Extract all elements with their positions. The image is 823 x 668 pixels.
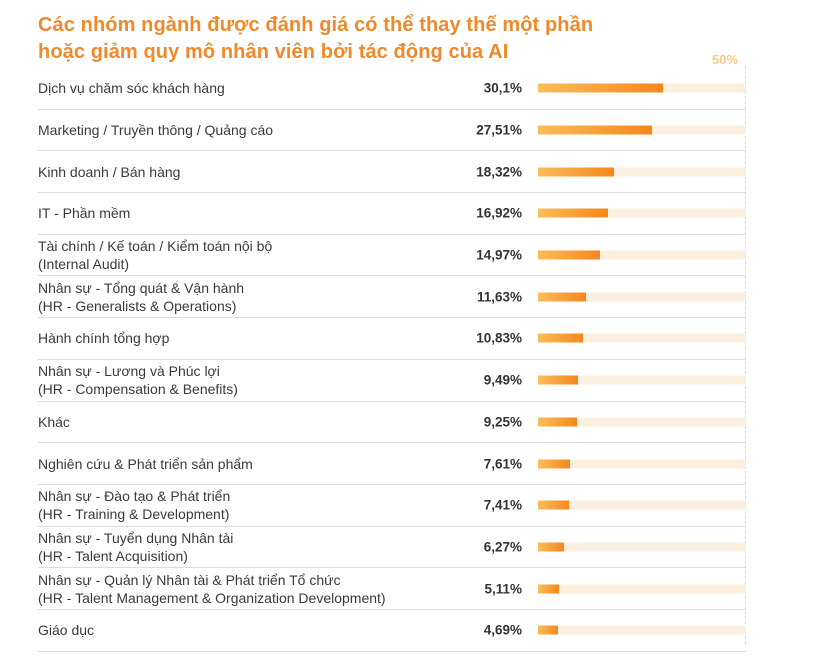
bar-track: [538, 417, 746, 427]
value-label: 11,63%: [476, 289, 522, 305]
category-label-line: Nhân sự - Đào tạo & Phát triển: [38, 488, 231, 505]
chart-title: Các nhóm ngành được đánh giá có thể thay…: [38, 12, 718, 66]
value-label: 9,49%: [483, 372, 522, 388]
value-label: 7,41%: [483, 497, 522, 513]
bar: [538, 625, 558, 635]
value-label: 30,1%: [483, 80, 522, 96]
category-label: Nghiên cứu & Phát triển sản phẩm: [38, 455, 458, 473]
chart-row: Marketing / Truyền thông / Quảng cáo 27,5…: [38, 110, 746, 152]
category-label-line: Nhân sự - Tuyển dụng Nhân tài: [38, 529, 234, 546]
bar: [538, 584, 560, 594]
bar-track: [538, 459, 746, 469]
bar: [538, 250, 601, 260]
chart-row: Khác 9,25%: [38, 402, 746, 444]
bar: [538, 292, 587, 302]
value-label: 5,11%: [484, 581, 522, 597]
category-label-line: (Internal Audit): [38, 256, 130, 273]
chart-title-line-2: hoặc giảm quy mô nhân viên bởi tác động …: [38, 41, 509, 63]
bar: [538, 417, 577, 427]
chart-row: Nhân sự - Tuyển dụng Nhân tài (HR - Talen…: [38, 527, 746, 569]
bar-track: [538, 125, 746, 135]
bar-track: [538, 584, 746, 594]
bar-track: [538, 542, 746, 552]
category-label-line: (HR - Compensation & Benefits): [38, 381, 238, 398]
category-label: Giáo dục: [38, 621, 458, 639]
value-label: 6,27%: [483, 539, 522, 555]
value-label: 14,97%: [476, 247, 522, 263]
category-label-line: IT - Phần mềm: [38, 205, 131, 222]
category-label-line: (HR - Talent Acquisition): [38, 547, 188, 564]
bar-track: [538, 83, 746, 93]
category-label: Dịch vụ chăm sóc khách hàng: [38, 79, 458, 97]
bar: [538, 125, 653, 135]
chart-row: Giáo dục 4,69%: [38, 610, 746, 652]
category-label: Tài chính / Kế toán / Kiểm toán nội bộ (I…: [38, 237, 458, 273]
bar: [538, 459, 570, 469]
value-label: 9,25%: [483, 414, 522, 430]
bar: [538, 375, 578, 385]
category-label-line: Dịch vụ chăm sóc khách hàng: [38, 80, 225, 97]
category-label: Kinh doanh / Bán hàng: [38, 163, 458, 181]
bar-track: [538, 625, 746, 635]
category-label-line: (HR - Talent Management & Organization D…: [38, 589, 386, 606]
category-label-line: Tài chính / Kế toán / Kiểm toán nội bộ: [38, 238, 273, 255]
chart-row: IT - Phần mềm 16,92%: [38, 193, 746, 235]
category-label-line: Nhân sự - Tổng quát & Vận hành: [38, 279, 245, 296]
value-label: 27,51%: [476, 122, 522, 138]
bar: [538, 208, 609, 218]
chart-row: Nhân sự - Lương và Phúc lợi (HR - Compens…: [38, 360, 746, 402]
chart-title-line-1: Các nhóm ngành được đánh giá có thể thay…: [38, 14, 594, 36]
category-label: Nhân sự - Lương và Phúc lợi (HR - Compens…: [38, 362, 458, 398]
category-label-line: (HR - Generalists & Operations): [38, 297, 237, 314]
category-label: Khác: [38, 413, 458, 431]
category-label: Nhân sự - Đào tạo & Phát triển (HR - Trai…: [38, 487, 458, 523]
bar-track: [538, 375, 746, 385]
chart-row: Nhân sự - Đào tạo & Phát triển (HR - Trai…: [38, 485, 746, 527]
chart-row: Tài chính / Kế toán / Kiểm toán nội bộ (I…: [38, 235, 746, 277]
bar-track: [538, 500, 746, 510]
bar-track: [538, 333, 746, 343]
category-label: Nhân sự - Tổng quát & Vận hành (HR - Gene…: [38, 279, 458, 315]
category-label-line: Marketing / Truyền thông / Quảng cáo: [38, 122, 274, 139]
category-label-line: Khác: [38, 413, 70, 430]
category-label: Marketing / Truyền thông / Quảng cáo: [38, 121, 458, 139]
value-label: 4,69%: [483, 622, 522, 638]
bar: [538, 167, 615, 177]
value-label: 18,32%: [476, 164, 522, 180]
bar: [538, 333, 584, 343]
chart-row: Nhân sự - Tổng quát & Vận hành (HR - Gene…: [38, 276, 746, 319]
category-label-line: (HR - Training & Development): [38, 506, 230, 523]
value-label: 16,92%: [476, 205, 522, 221]
bar: [538, 83, 664, 93]
bar-track: [538, 208, 746, 218]
axis-max-label: 50%: [712, 52, 739, 67]
max-gridline: [745, 66, 746, 644]
chart-row: Nghiên cứu & Phát triển sản phẩm 7,61%: [38, 443, 746, 485]
bar-chart-rows: Dịch vụ chăm sóc khách hàng 30,1% Marketin…: [38, 68, 746, 652]
category-label: Hành chính tổng hợp: [38, 329, 458, 347]
category-label: Nhân sự - Quản lý Nhân tài & Phát triển …: [38, 571, 458, 607]
bar-track: [538, 250, 746, 260]
chart-row: Kinh doanh / Bán hàng 18,32%: [38, 151, 746, 194]
category-label: Nhân sự - Tuyển dụng Nhân tài (HR - Talen…: [38, 529, 458, 565]
chart-row: Nhân sự - Quản lý Nhân tài & Phát triển …: [38, 568, 746, 610]
value-label: 10,83%: [476, 330, 522, 346]
bar: [538, 542, 565, 552]
category-label: IT - Phần mềm: [38, 204, 458, 222]
category-label-line: Hành chính tổng hợp: [38, 330, 170, 347]
category-label-line: Nhân sự - Quản lý Nhân tài & Phát triển …: [38, 571, 341, 588]
bar: [538, 500, 569, 510]
category-label-line: Giáo dục: [38, 622, 95, 639]
category-label-line: Nhân sự - Lương và Phúc lợi: [38, 363, 220, 380]
bar-track: [538, 292, 746, 302]
category-label-line: Nghiên cứu & Phát triển sản phẩm: [38, 455, 253, 472]
chart-row: Hành chính tổng hợp 10,83%: [38, 318, 746, 360]
bar-track: [538, 167, 746, 177]
category-label-line: Kinh doanh / Bán hàng: [38, 163, 181, 180]
chart-row: Dịch vụ chăm sóc khách hàng 30,1%: [38, 68, 746, 110]
value-label: 7,61%: [483, 456, 522, 472]
